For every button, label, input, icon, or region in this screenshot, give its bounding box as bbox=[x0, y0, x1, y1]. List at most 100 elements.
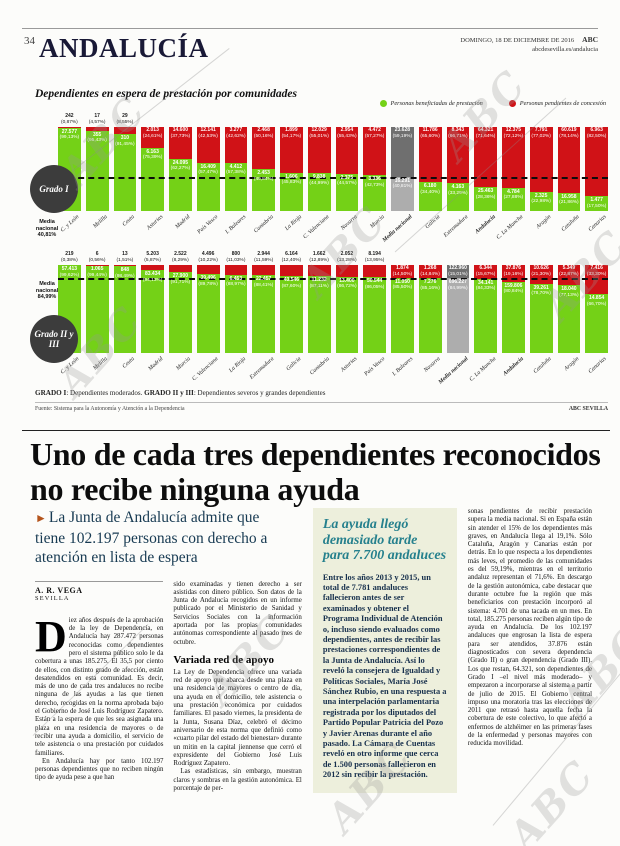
bar-murcia: 4.472 (57,27%) 3.336 (42,73%) bbox=[363, 127, 386, 211]
category-label: Andalucía bbox=[474, 214, 498, 236]
date-text: DOMINGO, 18 DE DICIEMBRE DE 2016 bbox=[460, 37, 575, 44]
media-nacional-label-2: Media nacional 84,99% bbox=[35, 281, 59, 300]
pending-value-label: 17 (4,57%) bbox=[88, 113, 106, 125]
beneficiary-value-label: 6.180 (34,40%) bbox=[420, 183, 440, 195]
beneficiary-segment bbox=[196, 162, 220, 211]
pending-value-label: 6.164 (12,40%) bbox=[281, 251, 302, 263]
pending-segment bbox=[307, 265, 331, 277]
pending-value-label: 12.375 (72,12%) bbox=[503, 127, 524, 139]
bar-c-la-mancha: 6.344 (15,67%) 34.141 (84,33%) bbox=[474, 265, 497, 353]
pending-segment bbox=[169, 265, 192, 273]
beneficiary-value-label: 2.453 (49,84%) bbox=[253, 170, 274, 182]
categories-grado-2-3: C. y León Melilla Ceuta Madrid Murcia C. Vale… bbox=[58, 353, 608, 386]
highlight-box: La ayuda llegó demasiado tarde para 7.70… bbox=[312, 508, 457, 793]
section-title: ANDALUCÍA bbox=[39, 33, 209, 63]
bar-madrid: 5.203 (5,87%) 83.434 (94,13%) bbox=[141, 251, 164, 353]
category-label: Galicia bbox=[285, 356, 303, 373]
pending-value-label: 2.522 (8,29%) bbox=[171, 251, 189, 263]
beneficiary-segment bbox=[280, 172, 303, 211]
pending-value-label: 1.268 (14,84%) bbox=[420, 265, 440, 277]
footnote-segment: : Dependientes severos y grandes dependi… bbox=[193, 389, 326, 397]
category-label: Cataluña bbox=[532, 356, 553, 375]
pending-value-label: 2.944 (11,59%) bbox=[254, 251, 274, 263]
beneficiary-segment bbox=[502, 281, 525, 353]
beneficiary-segment bbox=[557, 285, 581, 353]
beneficiary-value-label: 39.261 (78,70%) bbox=[531, 284, 551, 297]
pending-value-label: 11.786 (65,60%) bbox=[420, 127, 440, 139]
bar-melilla: 6 (0,56%) 1.065 (99,44%) bbox=[85, 251, 109, 353]
pending-segment bbox=[141, 265, 164, 271]
category-label: Melilla bbox=[92, 356, 109, 372]
paragraph: Las estadísticas, sin embargo, muestran … bbox=[173, 768, 302, 793]
bar-extremadura: 2.944 (11,59%) 22.457 (88,41%) bbox=[252, 251, 275, 353]
beneficiary-value-label: 16.409 (57,47%) bbox=[198, 163, 218, 176]
beneficiary-value-label: 6.163 (75,39%) bbox=[142, 148, 163, 161]
pending-value-label: 242 (0,87%) bbox=[60, 113, 78, 125]
beneficiary-segment bbox=[474, 187, 497, 211]
column-subhead: Variada red de apoyo bbox=[173, 653, 274, 666]
pending-segment bbox=[335, 265, 359, 277]
site-url[interactable]: abcdesevilla.es/andalucia bbox=[532, 45, 598, 53]
beneficiary-segment bbox=[529, 283, 553, 353]
beneficiary-value-label: 1.065 (99,44%) bbox=[87, 266, 107, 279]
beneficiary-value-label: 6.453 (88,97%) bbox=[226, 275, 246, 288]
beneficiary-value-label: 27.900 (91,71%) bbox=[170, 273, 191, 285]
beneficiary-segment bbox=[85, 265, 109, 353]
pending-segment bbox=[335, 127, 359, 174]
media-nacional-line bbox=[58, 176, 608, 179]
category-label: País Vasco bbox=[196, 214, 220, 236]
subhead-arrow-icon: ► bbox=[35, 511, 47, 525]
paragraph: En Andalucía hay por tanto 102.197 perso… bbox=[35, 757, 164, 782]
beneficiary-value-label: 2.325 (22,98%) bbox=[531, 192, 551, 205]
pending-segment bbox=[113, 265, 137, 267]
pending-segment bbox=[85, 127, 109, 131]
pending-value-label: 6.963 (82,50%) bbox=[586, 127, 607, 139]
pending-segment bbox=[280, 127, 303, 173]
beneficiary-segment bbox=[224, 162, 248, 211]
footnote-segment: : Dependientes moderados. bbox=[66, 389, 145, 397]
chart-source-row: Fuente: Sistema para la Autonomía y Aten… bbox=[35, 402, 608, 412]
beneficiary-segment bbox=[252, 169, 275, 211]
pending-value-label: 10.626 (21,30%) bbox=[531, 265, 551, 277]
pending-segment bbox=[418, 265, 442, 279]
legend-dot-icon bbox=[508, 100, 516, 107]
beneficiary-segment bbox=[418, 182, 442, 211]
grado-1-badge: Grado I bbox=[30, 165, 78, 213]
pending-value-label: 6.344 (15,67%) bbox=[475, 265, 496, 277]
categories-grado-1: C. y León Melilla Ceuta Asturias Madrid País … bbox=[58, 211, 608, 244]
byline-place: SEVILLA bbox=[35, 594, 70, 602]
category-label: Ceuta bbox=[121, 356, 137, 370]
pending-value-label: 8.343 (66,71%) bbox=[448, 127, 468, 139]
category-label: Asturias bbox=[145, 214, 165, 232]
pending-value-label: 23.628 (59,19%) bbox=[392, 127, 413, 139]
category-label: Ceuta bbox=[121, 214, 137, 228]
pending-segment bbox=[502, 127, 525, 188]
pending-value-label: 1.899 (54,17%) bbox=[281, 127, 302, 139]
category-label: Andalucía bbox=[502, 356, 525, 378]
beneficiary-value-label: 9.838 (44,99%) bbox=[309, 174, 329, 186]
chart-credit: ABC SEVILLA bbox=[568, 406, 608, 412]
beneficiary-segment bbox=[113, 266, 137, 353]
header-right: DOMINGO, 18 DE DICIEMBRE DE 2016 ABC abcd… bbox=[460, 35, 598, 64]
beneficiary-value-label: 25.463 (28,36%) bbox=[475, 188, 496, 200]
beneficiary-segment bbox=[141, 270, 164, 353]
category-label: Madrid bbox=[174, 214, 192, 231]
beneficiary-segment bbox=[418, 278, 442, 353]
pending-segment bbox=[391, 127, 414, 177]
category-label: I. Baleares bbox=[224, 214, 248, 236]
bar-andalucía: 37.876 (19,16%) 159.806 (80,84%) bbox=[502, 265, 525, 353]
beneficiary-segment bbox=[391, 277, 414, 353]
category-label: Extremadura bbox=[248, 356, 276, 381]
beneficiary-value-label: 16.291 (40,81%) bbox=[392, 177, 413, 190]
chart-grado-1: Grado I Media nacional 40,81% 242 (0,87%)… bbox=[22, 113, 610, 244]
article-body: ► La Junta de Andalucía admite que tiene … bbox=[35, 508, 592, 793]
pending-value-label: 29 (8,55%) bbox=[116, 113, 134, 125]
beneficiary-segment bbox=[113, 134, 137, 211]
pending-value-label: 8.194 (13,95%) bbox=[364, 251, 385, 263]
highlight-body: Entre los años 2013 y 2015, un total de … bbox=[322, 572, 447, 780]
beneficiary-value-label: 16.958 (21,86%) bbox=[559, 193, 579, 206]
beneficiary-value-label: 18.040 (77,13%) bbox=[559, 286, 579, 298]
beneficiary-segment bbox=[252, 275, 275, 353]
